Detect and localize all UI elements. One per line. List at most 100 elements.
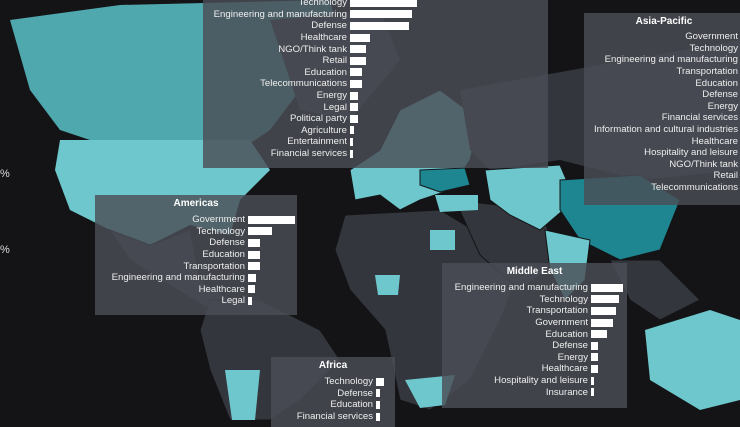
- bar-row: NGO/Think tank: [203, 43, 548, 55]
- edge-percent-label: %: [0, 168, 10, 180]
- bar-mark: [248, 273, 256, 282]
- bar-row: Education: [442, 328, 627, 340]
- bar-label: Financial services: [661, 112, 738, 124]
- bar-row: Education: [95, 249, 297, 261]
- bar-row: Energy: [584, 101, 740, 113]
- bar-row: Defense: [584, 89, 740, 101]
- bar-label: Agriculture: [301, 124, 347, 136]
- bar-label: NGO/Think tank: [278, 43, 347, 55]
- argentina-region: [225, 370, 260, 420]
- bar-row: Government: [442, 317, 627, 329]
- bar-mark: [350, 91, 358, 100]
- central-asia: [484, 164, 576, 231]
- bar-mark: [591, 341, 598, 350]
- bar-row: Healthcare: [442, 363, 627, 375]
- bar-mark: [350, 33, 370, 42]
- bar-label: Information and cultural industries: [594, 124, 738, 136]
- bar-row: Defense: [95, 237, 297, 249]
- bar-mark: [350, 149, 353, 158]
- bar-label: Technology: [689, 42, 738, 54]
- bar-label: Government: [685, 31, 738, 43]
- bar-mark: [591, 318, 613, 327]
- bar-row: Retail: [584, 170, 740, 182]
- bar-mark: [591, 295, 619, 304]
- bar-label: Transportation: [526, 305, 588, 317]
- middle-east-panel: Middle East Engineering and manufacturing…: [442, 263, 627, 408]
- australia: [645, 310, 740, 410]
- bar-row: Technology: [95, 226, 297, 238]
- bar-mark: [376, 389, 380, 398]
- bar-mark: [350, 10, 412, 19]
- bar-row: Legal: [95, 295, 297, 307]
- bar-row: Technology: [271, 376, 395, 388]
- bar-mark: [248, 227, 272, 236]
- bar-label: Healthcare: [691, 135, 738, 147]
- bar-mark: [591, 376, 594, 385]
- bar-mark: [350, 126, 354, 135]
- bar-label: Retail: [713, 170, 738, 182]
- bar-label: Telecommunications: [260, 78, 347, 90]
- bar-label: Engineering and manufacturing: [111, 272, 245, 284]
- bar-row: NGO/Think tank: [584, 159, 740, 171]
- bar-row: Agriculture: [203, 125, 548, 137]
- bar-label: Energy: [557, 351, 588, 363]
- nigeria: [375, 275, 400, 295]
- bar-label: Defense: [337, 387, 373, 399]
- bar-row: Technology: [584, 43, 740, 55]
- bar-label: Defense: [702, 89, 738, 101]
- bar-label: Engineering and manufacturing: [604, 54, 738, 66]
- bar-mark: [248, 215, 295, 224]
- bar-label: Engineering and manufacturing: [454, 282, 588, 294]
- bar-label: Engineering and manufacturing: [213, 8, 347, 20]
- bar-row: Defense: [442, 340, 627, 352]
- bar-label: Financial services: [296, 411, 373, 423]
- bar-mark: [376, 412, 380, 421]
- bar-mark: [591, 353, 598, 362]
- bar-row: Telecommunications: [584, 182, 740, 194]
- africa-panel: Africa Technology Defense Education Financia…: [271, 357, 395, 427]
- bar-row: Education: [203, 67, 548, 79]
- bar-row: Financial services: [203, 148, 548, 160]
- bar-row: Transportation: [95, 260, 297, 272]
- bar-label: Energy: [316, 90, 347, 102]
- ukraine: [419, 167, 471, 193]
- bar-label: Insurance: [545, 386, 588, 398]
- bar-label: Government: [535, 317, 588, 329]
- bar-label: Technology: [324, 376, 373, 388]
- bar-mark: [350, 56, 366, 65]
- bar-row: Defense: [203, 20, 548, 32]
- bar-row: Hospitality and leisure: [442, 375, 627, 387]
- bar-mark: [350, 0, 417, 7]
- region-title: Americas: [173, 198, 219, 209]
- bar-row: Technology: [442, 294, 627, 306]
- bar-label: NGO/Think tank: [669, 158, 738, 170]
- bar-row: Healthcare: [203, 32, 548, 44]
- bar-mark: [376, 400, 380, 409]
- egypt: [430, 230, 455, 250]
- bar-label: Education: [202, 249, 245, 261]
- bar-label: Healthcare: [300, 32, 347, 44]
- bar-row: Technology: [203, 0, 548, 9]
- bar-label: Telecommunications: [651, 182, 738, 194]
- bar-label: Hospitality and leisure: [494, 375, 588, 387]
- bar-label: Hospitality and leisure: [644, 147, 738, 159]
- bar-label: Education: [695, 77, 738, 89]
- bar-label: Government: [192, 214, 245, 226]
- bar-row: Education: [271, 399, 395, 411]
- bar-mark: [350, 21, 409, 30]
- bar-row: Hospitality and leisure: [584, 147, 740, 159]
- bar-mark: [591, 283, 623, 292]
- bar-row: Government: [584, 31, 740, 43]
- region-title: Africa: [318, 360, 348, 371]
- bar-mark: [248, 250, 260, 259]
- bar-label: Legal: [221, 295, 245, 307]
- bar-row: Transportation: [584, 66, 740, 78]
- bar-mark: [248, 262, 260, 271]
- bar-row: Healthcare: [584, 135, 740, 147]
- bar-mark: [591, 306, 616, 315]
- bar-row: Healthcare: [95, 284, 297, 296]
- bar-label: Defense: [552, 340, 588, 352]
- bar-label: Education: [304, 66, 347, 78]
- region-title: Asia-Pacific: [635, 16, 693, 27]
- bar-row: Financial services: [584, 112, 740, 124]
